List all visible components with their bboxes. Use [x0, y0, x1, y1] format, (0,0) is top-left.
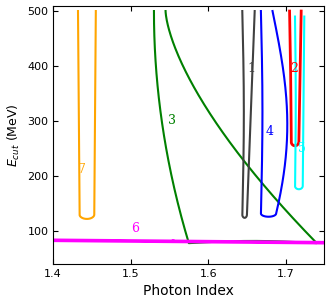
- X-axis label: Photon Index: Photon Index: [143, 285, 234, 299]
- Text: 7: 7: [78, 163, 86, 176]
- Text: 6: 6: [131, 222, 139, 235]
- Text: 3: 3: [168, 114, 176, 127]
- Y-axis label: $E_{cut}$ (MeV): $E_{cut}$ (MeV): [6, 103, 22, 167]
- Text: 2: 2: [290, 61, 298, 74]
- Text: 5: 5: [298, 142, 306, 155]
- Text: 1: 1: [248, 61, 256, 74]
- Text: 4: 4: [266, 125, 274, 138]
